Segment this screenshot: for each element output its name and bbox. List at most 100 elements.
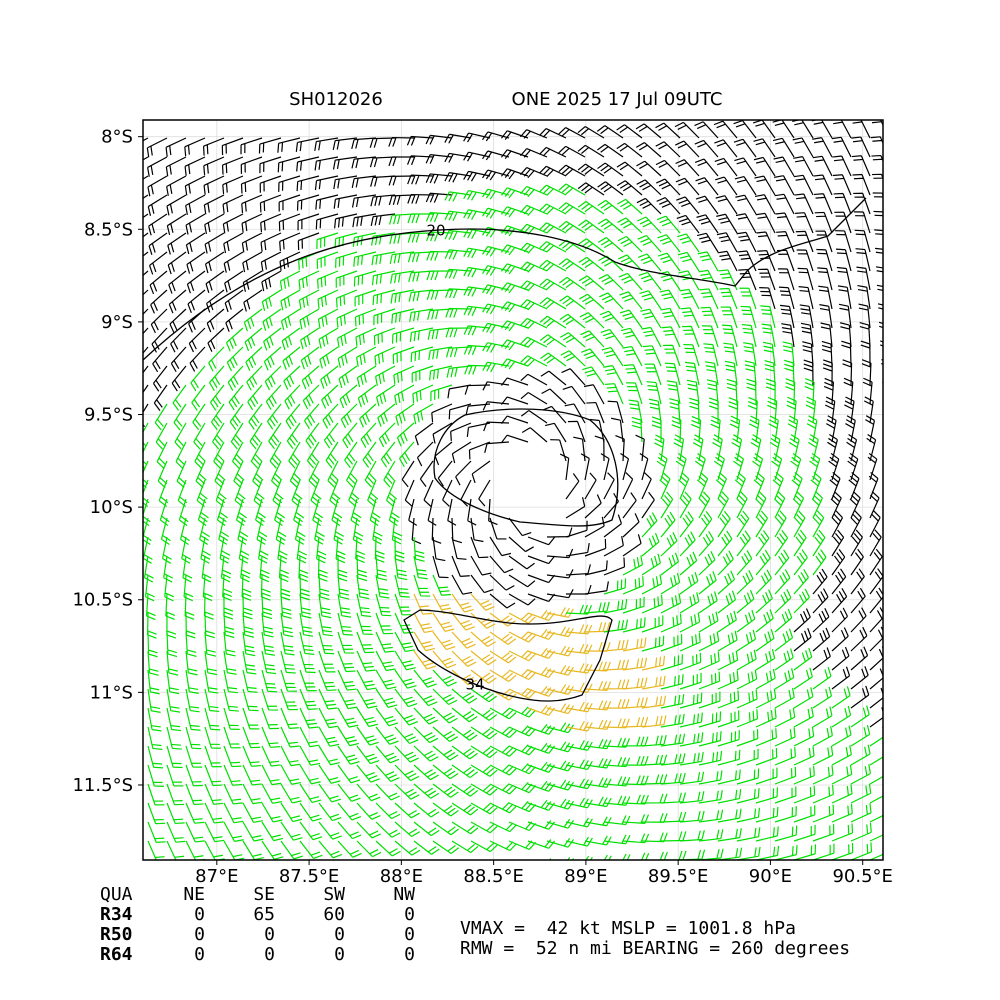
wind-barb [623,364,643,386]
wind-barb [261,650,277,675]
wind-barb [223,669,238,694]
wind-barb [642,345,662,367]
wind-barb [187,289,206,314]
wind-barb [734,472,746,500]
wind-barb [298,251,320,270]
wind-barb [279,232,301,251]
wind-barb [637,216,662,234]
wind-barb [641,695,667,709]
wind-barb [660,572,681,595]
wind-barb [143,327,149,335]
wind-barb [185,783,204,806]
wind-barb [500,396,529,405]
wind-barb [482,322,510,334]
wind-barb [396,422,415,447]
wind-barb [298,289,320,310]
wind-barb [318,726,340,747]
wind-barb [599,292,624,310]
wind-barb [819,304,833,329]
wind-barb [166,783,185,806]
wind-barb [603,536,624,557]
wind-barb [577,182,605,196]
wind-barb [660,491,674,519]
wind-barb [429,365,453,381]
wind-barb [196,479,208,508]
wind-barb [390,289,415,304]
wind-barb [565,604,592,615]
table-header: NW [393,884,415,905]
wind-barb [826,415,837,443]
wind-barb [261,631,275,656]
wind-barb [223,688,239,712]
wind-barb [779,304,795,329]
wind-barb [597,237,624,253]
wind-barb [671,416,682,443]
wind-barb [468,441,491,460]
wind-barb [830,491,842,519]
wind-barb [185,232,206,255]
wind-barb [201,555,212,583]
wind-barb [869,853,883,860]
wind-barb [866,434,877,462]
wind-barb [641,754,668,766]
contour-inner [433,408,619,527]
wind-barb [373,327,396,346]
wind-barb [204,688,220,713]
wind-barb [280,764,302,785]
y-tick-label: 9°S [101,312,133,333]
wind-barb [539,241,567,253]
wind-barb [432,593,453,614]
wind-barb [508,612,536,624]
wind-barb [889,744,907,765]
wind-barb [713,120,738,139]
wind-barb [413,840,440,855]
wind-barb [337,802,362,821]
wind-barb [333,194,358,209]
wind-barb [660,593,682,614]
wind-barb [703,343,719,367]
wind-barb [734,157,757,177]
wind-barb [660,831,687,842]
wind-barb [831,686,851,709]
wind-barb [704,361,719,386]
wind-barb [831,568,847,595]
wind-barb [790,452,802,481]
wind-barb [371,251,396,266]
wind-barb [394,821,421,837]
wind-barb [425,173,453,184]
table-cell: 0 [194,904,205,925]
wind-barb [698,731,722,747]
wind-barb [854,229,871,253]
wind-barb [686,379,700,405]
wind-barb [296,175,320,192]
wind-barb [407,213,434,224]
wind-barb [299,783,322,804]
wind-barb [147,802,166,825]
wind-barb [539,128,567,139]
wind-barb [410,346,434,363]
wind-barb [720,306,738,329]
wind-barb [262,308,282,331]
wind-barb [761,323,776,348]
wind-barb [318,631,335,655]
wind-barb [318,707,339,729]
wind-barb [831,843,854,860]
wind-barb [849,491,861,519]
wind-barb [577,201,605,215]
wind-barb [637,253,662,272]
wind-barb [451,840,479,854]
wind-barb [850,842,873,860]
wind-barb [781,323,795,348]
wind-barb [451,821,479,835]
wind-barb [204,840,225,860]
wind-barb [792,491,805,519]
wind-barb [482,188,510,200]
wind-barb [318,327,339,349]
wind-barb [320,365,339,389]
wind-barb [230,422,244,450]
wind-barb [755,826,779,842]
wind-barb [482,265,510,276]
wind-barb [562,385,586,405]
wind-barb [774,707,796,728]
wind-barb [803,359,814,386]
